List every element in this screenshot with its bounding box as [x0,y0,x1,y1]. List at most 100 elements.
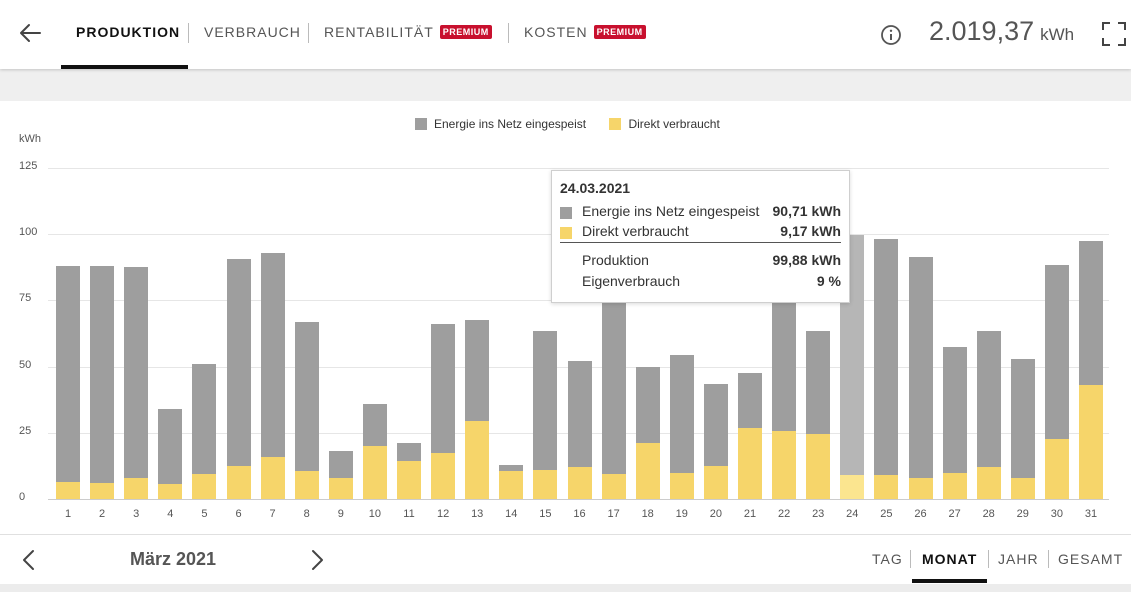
bar-direct-day-7[interactable] [260,456,285,499]
bar-feed-in-day-16[interactable] [567,361,592,468]
bar-feed-in-day-18[interactable] [635,366,660,444]
bar-direct-day-22[interactable] [772,431,797,499]
bar-direct-day-19[interactable] [669,472,694,499]
bar-direct-day-1[interactable] [56,481,80,499]
tooltip-divider [560,242,841,243]
bar-feed-in-day-7[interactable] [260,252,285,457]
period-tab-jahr[interactable]: JAHR [998,551,1039,567]
bar-direct-day-11[interactable] [397,460,421,499]
x-tick-label: 12 [436,508,450,520]
bar-feed-in-day-15[interactable] [533,330,558,470]
bar-feed-in-day-12[interactable] [431,324,456,453]
period-tab-tag[interactable]: TAG [872,551,903,567]
bar-feed-in-day-22[interactable] [772,279,797,432]
bar-feed-in-day-8[interactable] [294,321,319,472]
bar-feed-in-day-4[interactable] [158,408,183,485]
bar-direct-day-3[interactable] [124,477,149,499]
bar-direct-day-27[interactable] [942,472,967,499]
bar-feed-in-day-11[interactable] [397,443,421,461]
x-tick-label: 15 [539,508,552,520]
bar-direct-day-10[interactable] [362,446,387,499]
x-tick-label: 11 [403,508,415,520]
legend-swatch [609,118,622,130]
bottom-band [0,584,1131,592]
bar-feed-in-day-29[interactable] [1010,358,1035,478]
bar-direct-day-20[interactable] [703,465,728,499]
x-tick-label: 8 [303,508,310,520]
bar-direct-day-15[interactable] [533,469,558,499]
bar-direct-day-2[interactable] [90,483,115,499]
bar-direct-day-18[interactable] [635,443,660,499]
bar-feed-in-day-23[interactable] [806,330,831,435]
bar-feed-in-day-5[interactable] [192,363,217,474]
bar-feed-in-day-26[interactable] [908,256,933,478]
bar-feed-in-day-17[interactable] [601,299,626,474]
x-tick-label: 17 [607,508,620,520]
tab-kosten[interactable]: KOSTEN PREMIUM [524,24,646,40]
tab-rentabilitaet[interactable]: RENTABILITÄT PREMIUM [324,24,492,40]
bar-feed-in-day-19[interactable] [669,354,694,473]
bar-direct-day-5[interactable] [192,473,217,499]
x-tick-label: 4 [167,508,174,520]
bar-feed-in-day-20[interactable] [703,383,728,466]
bar-direct-day-8[interactable] [294,471,319,499]
bar-feed-in-day-13[interactable] [465,320,490,421]
chevron-left-icon[interactable] [18,548,40,572]
period-tab-monat[interactable]: MONAT [922,551,978,567]
bar-feed-in-day-1[interactable] [56,265,80,482]
legend-label: Energie ins Netz eingespeist [434,117,587,131]
bar-feed-in-day-25[interactable] [874,239,899,476]
tooltip-label: Energie ins Netz eingespeist [582,203,760,219]
info-icon[interactable] [880,24,902,46]
bar-feed-in-day-21[interactable] [738,373,762,428]
bar-direct-day-28[interactable] [976,467,1001,499]
bar-direct-day-29[interactable] [1010,477,1035,499]
y-tick-label: 0 [19,491,26,503]
bar-feed-in-day-10[interactable] [362,403,387,447]
bar-direct-day-16[interactable] [567,467,592,499]
bar-direct-day-23[interactable] [806,434,831,499]
bar-direct-day-24[interactable] [840,474,865,499]
bar-direct-day-4[interactable] [158,484,183,499]
bar-feed-in-day-2[interactable] [90,265,115,484]
x-tick-label: 29 [1016,508,1029,520]
bar-feed-in-day-30[interactable] [1044,264,1069,440]
bar-feed-in-day-14[interactable] [499,464,524,472]
tab-separator [308,23,309,43]
bar-direct-day-12[interactable] [431,452,456,499]
fullscreen-icon[interactable] [1101,21,1127,47]
bar-direct-day-30[interactable] [1044,439,1069,499]
tooltip-label: Eigenverbrauch [582,273,681,289]
bar-direct-day-9[interactable] [328,477,353,499]
x-tick-label: 7 [269,508,276,520]
tab-verbrauch[interactable]: VERBRAUCH [204,24,301,40]
tooltip-row-feed-in: Energie ins Netz eingespeist 90,71 kWh [560,202,841,222]
tooltip-row-production: Produktion 99,88 kWh [560,251,841,271]
bar-direct-day-25[interactable] [874,475,899,499]
bar-direct-day-6[interactable] [226,465,251,499]
bar-direct-day-31[interactable] [1079,385,1103,499]
legend-swatch [415,118,427,130]
bar-direct-day-21[interactable] [738,427,762,499]
legend-item-feed-in[interactable]: Energie ins Netz eingespeist [415,117,586,131]
legend-item-direct[interactable]: Direkt verbraucht [609,117,720,131]
tab-produktion[interactable]: PRODUKTION [76,24,181,40]
bar-feed-in-day-3[interactable] [124,267,149,478]
bar-feed-in-day-27[interactable] [942,346,967,473]
arrow-left-icon[interactable] [16,20,44,46]
header-spacer [0,69,1131,101]
bar-feed-in-day-9[interactable] [328,451,353,478]
bar-direct-day-13[interactable] [465,420,490,499]
chevron-right-icon[interactable] [306,548,328,572]
tab-separator [188,23,189,43]
tooltip-value: 90,71 kWh [772,203,841,219]
bar-feed-in-day-6[interactable] [226,259,251,466]
bar-feed-in-day-31[interactable] [1079,240,1103,386]
bar-direct-day-17[interactable] [601,473,626,499]
bar-direct-day-26[interactable] [908,477,933,499]
x-axis-line [48,499,1109,500]
bar-feed-in-day-28[interactable] [976,330,1001,468]
bar-direct-day-14[interactable] [499,471,524,499]
y-tick-label: 50 [19,358,32,371]
period-tab-gesamt[interactable]: GESAMT [1058,551,1124,567]
